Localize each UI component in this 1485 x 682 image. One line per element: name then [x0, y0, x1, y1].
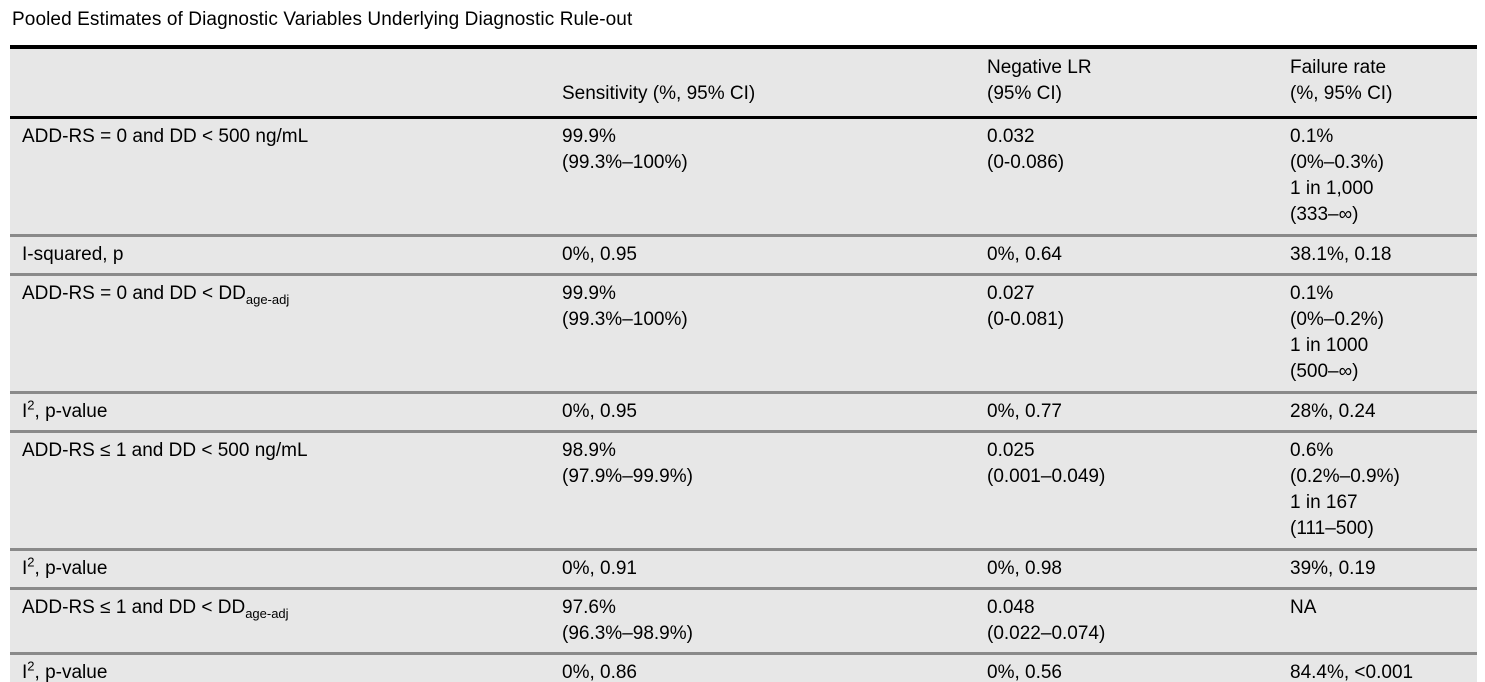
row-label: I: [22, 401, 28, 422]
row-label-cell: I2, p-value: [10, 548, 558, 589]
pooled-estimates-table: Sensitivity (%, 95% CI) Negative LR (95%…: [10, 45, 1477, 682]
label-subscript: age-adj: [245, 291, 290, 307]
row-label: ADD-RS ≤ 1 and DD < DD: [22, 597, 246, 618]
table-row: ADD-RS = 0 and DD < DDage-adj 99.9% (99.…: [10, 273, 1477, 393]
failure-rate-cell: 0.6% (0.2%–0.9%) 1 in 167 (111–500): [1286, 430, 1477, 550]
table-row: I2, p-value 0%, 0.86 0%, 0.56 84.4%, <0.…: [10, 652, 1477, 682]
row-label: I-squared, p: [22, 244, 124, 265]
sensitivity-cell: 99.9% (99.3%–100%): [562, 126, 688, 173]
table-row: I2, p-value 0%, 0.95 0%, 0.77 28%, 0.24: [10, 391, 1477, 432]
failure-rate-cell: 0.1% (0%–0.2%) 1 in 1000 (500–∞): [1286, 273, 1477, 393]
negative-lr-cell: 0%, 0.64: [983, 234, 1286, 275]
sensitivity-cell: 99.9% (99.3%–100%): [558, 273, 983, 393]
row-label-post: , p-value: [34, 401, 108, 422]
sensitivity-cell: 98.9% (97.9%–99.9%): [558, 430, 983, 550]
sensitivity-cell: 0%, 0.86: [558, 652, 983, 682]
table-row: I-squared, p 0%, 0.95 0%, 0.64 38.1%, 0.…: [10, 234, 1477, 275]
table-row: ADD-RS ≤ 1 and DD < DDage-adj 97.6% (96.…: [10, 587, 1477, 654]
failure-rate-cell: 84.4%, <0.001: [1286, 652, 1477, 682]
row-label-cell: I2, p-value: [10, 391, 558, 432]
table-header: Sensitivity (%, 95% CI) Negative LR (95%…: [10, 47, 1477, 119]
failure-rate-cell: 28%, 0.24: [1286, 391, 1477, 432]
row-label: ADD-RS ≤ 1 and DD < 500 ng/mL: [22, 440, 308, 461]
label-superscript: 2: [27, 554, 35, 570]
sensitivity-cell: 97.6% (96.3%–98.9%): [558, 587, 983, 654]
negative-lr-cell: 0%, 0.98: [983, 548, 1286, 589]
sensitivity-cell: 0%, 0.95: [558, 391, 983, 432]
row-label-cell: I2, p-value: [10, 652, 558, 682]
failure-rate-cell: 39%, 0.19: [1286, 548, 1477, 589]
row-label: I: [22, 558, 28, 579]
table-title: Pooled Estimates of Diagnostic Variables…: [12, 9, 633, 30]
header-negative-lr: Negative LR (95% CI): [983, 47, 1286, 119]
label-superscript: 2: [27, 658, 35, 674]
table-row: ADD-RS = 0 and DD < 500 ng/mL 99.9% (99.…: [10, 118, 1477, 236]
sensitivity-cell: 0%, 0.95: [558, 234, 983, 275]
row-label: ADD-RS = 0 and DD < 500 ng/mL: [22, 126, 309, 147]
row-label-post: , p-value: [34, 558, 108, 579]
negative-lr-cell: 0.027 (0-0.081): [983, 273, 1286, 393]
row-label-cell: ADD-RS = 0 and DD < DDage-adj: [10, 273, 558, 393]
negative-lr-cell: 0.025 (0.001–0.049): [983, 430, 1286, 550]
label-superscript: 2: [27, 397, 35, 413]
row-label-cell: ADD-RS ≤ 1 and DD < DDage-adj: [10, 587, 558, 654]
table-row: ADD-RS ≤ 1 and DD < 500 ng/mL 98.9% (97.…: [10, 430, 1477, 550]
row-label-cell: I-squared, p: [10, 234, 558, 275]
negative-lr-cell: 0.032 (0-0.086): [987, 126, 1065, 173]
failure-rate-cell: 38.1%, 0.18: [1286, 234, 1477, 275]
failure-rate-cell: NA: [1286, 587, 1477, 654]
row-label: ADD-RS = 0 and DD < DD: [22, 283, 246, 304]
table-row: I2, p-value 0%, 0.91 0%, 0.98 39%, 0.19: [10, 548, 1477, 589]
header-empty: [10, 47, 558, 119]
row-label-cell: ADD-RS ≤ 1 and DD < 500 ng/mL: [10, 430, 558, 550]
header-row: Sensitivity (%, 95% CI) Negative LR (95%…: [10, 47, 1477, 119]
negative-lr-cell: 0%, 0.56: [983, 652, 1286, 682]
label-subscript: age-adj: [245, 605, 289, 621]
row-label: I: [22, 662, 28, 682]
row-label-post: , p-value: [34, 662, 108, 682]
negative-lr-cell: 0.048 (0.022–0.074): [983, 587, 1286, 654]
negative-lr-cell: 0%, 0.77: [983, 391, 1286, 432]
header-failure-rate: Failure rate (%, 95% CI): [1286, 47, 1477, 119]
sensitivity-cell: 0%, 0.91: [558, 548, 983, 589]
failure-rate-cell: 0.1% (0%–0.3%) 1 in 1,000 (333–∞): [1290, 126, 1384, 225]
header-sensitivity: Sensitivity (%, 95% CI): [558, 47, 983, 119]
row-label-cell: ADD-RS = 0 and DD < 500 ng/mL: [10, 118, 558, 236]
